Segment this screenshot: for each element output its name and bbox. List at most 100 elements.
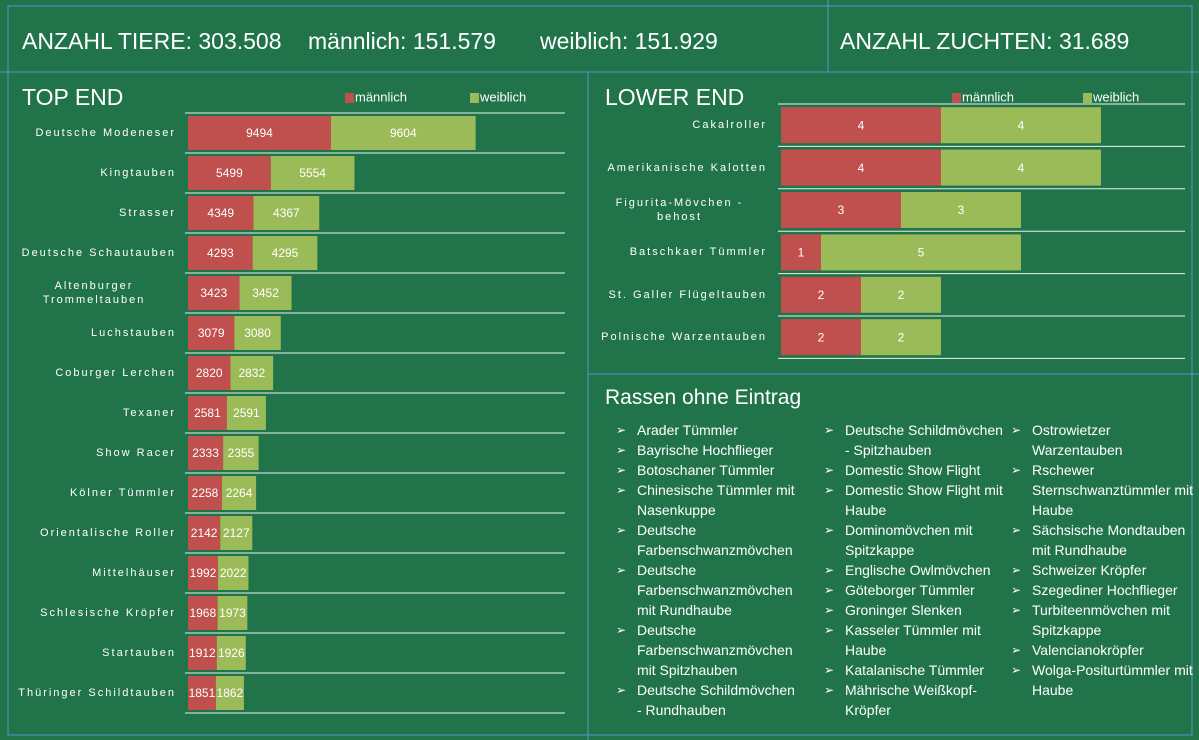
bar-segment bbox=[188, 436, 224, 470]
header-female: weiblich: 151.929 bbox=[540, 28, 718, 54]
category-label: Figurita-Mövchen - behost bbox=[592, 189, 767, 231]
category-label: Texaner bbox=[12, 393, 176, 433]
category-text: Batschkaer Tümmler bbox=[629, 246, 767, 259]
breed-item: Deutsche Farbenschwanzmövchen bbox=[610, 520, 800, 560]
bar-value-label: 9604 bbox=[390, 126, 417, 140]
bar-segment bbox=[188, 476, 223, 510]
bar-segment bbox=[188, 316, 235, 350]
bar-value-label: 1851 bbox=[189, 686, 216, 700]
bar-segment bbox=[188, 276, 240, 310]
category-text: St. Galler Flügeltauben bbox=[608, 288, 767, 301]
bar-value-label: 4293 bbox=[207, 246, 234, 260]
bar-segment bbox=[188, 116, 331, 150]
category-text: Texaner bbox=[122, 407, 176, 419]
chart-title: LOWER END bbox=[605, 84, 745, 110]
breed-item: Valencianokröpfer bbox=[1005, 640, 1195, 660]
breed-item: Ostrowietzer Warzentauben bbox=[1005, 420, 1195, 460]
header-total: ANZAHL TIERE: 303.508 bbox=[22, 28, 282, 54]
breed-item: Deutsche Farbenschwanzmövchen mit Rundha… bbox=[610, 560, 800, 620]
bar-segment bbox=[901, 192, 1021, 228]
breed-item: Domestic Show Flight bbox=[818, 460, 1008, 480]
list-title: Rassen ohne Eintrag bbox=[605, 386, 802, 409]
bar-value-label: 1926 bbox=[218, 646, 245, 660]
breed-item: Englische Owlmövchen bbox=[818, 560, 1008, 580]
bar-value-label: 2258 bbox=[192, 486, 219, 500]
bar-segment bbox=[216, 636, 246, 670]
breed-item: Dominomövchen mit Spitzkappe bbox=[818, 520, 1008, 560]
bar-segment bbox=[330, 116, 476, 150]
bar-segment bbox=[217, 596, 248, 630]
bar-segment bbox=[188, 196, 254, 230]
bar-segment bbox=[239, 276, 292, 310]
category-label: Schlesische Kröpfer bbox=[12, 593, 176, 633]
bar-value-label: 1973 bbox=[219, 606, 246, 620]
category-label: Altenburger Trommeltauben bbox=[12, 273, 176, 313]
legend-swatch bbox=[345, 93, 354, 103]
bar-value-label: 1992 bbox=[190, 566, 217, 580]
bar-value-label: 3080 bbox=[244, 326, 271, 340]
bar-value-label: 2832 bbox=[238, 366, 265, 380]
category-text: Kingtauben bbox=[100, 167, 176, 179]
legend-label: weiblich bbox=[1092, 89, 1139, 104]
category-label: Show Racer bbox=[12, 433, 176, 473]
category-text: Deutsche Schautauben bbox=[21, 247, 176, 259]
bar-segment bbox=[188, 396, 227, 430]
bar-segment bbox=[861, 319, 941, 356]
breed-item: Groninger Slenken bbox=[818, 600, 1008, 620]
legend-swatch bbox=[1083, 93, 1092, 103]
breed-item: Schweizer Kröpfer bbox=[1005, 560, 1195, 580]
bar-segment bbox=[781, 107, 941, 144]
breed-list-column: Arader TümmlerBayrische HochfliegerBotos… bbox=[610, 420, 800, 720]
bar-segment bbox=[188, 156, 271, 190]
bar-segment bbox=[188, 636, 217, 670]
bar-value-label: 4349 bbox=[207, 206, 234, 220]
bar-value-label: 2264 bbox=[226, 486, 253, 500]
bar-segment bbox=[188, 236, 253, 270]
category-label: Orientalische Roller bbox=[12, 513, 176, 553]
breed-item: Botoschaner Tümmler bbox=[610, 460, 800, 480]
breed-item: Arader Tümmler bbox=[610, 420, 800, 440]
bar-segment bbox=[781, 276, 861, 313]
header-male: männlich: 151.579 bbox=[308, 28, 496, 54]
category-label: Polnische Warzentauben bbox=[592, 316, 767, 358]
category-label: Strasser bbox=[12, 193, 176, 233]
legend-label: männlich bbox=[355, 89, 407, 104]
bar-value-label: 4367 bbox=[273, 206, 300, 220]
outer-border bbox=[7, 5, 1193, 736]
breed-item: Deutsche Schildmövchen - Spitzhauben bbox=[818, 420, 1008, 460]
bar-segment bbox=[188, 556, 218, 590]
chart-title: TOP END bbox=[22, 84, 124, 110]
category-text: Amerikanische Kalotten bbox=[607, 161, 767, 174]
bar-segment bbox=[781, 192, 901, 228]
bar-segment bbox=[252, 236, 318, 270]
legend-label: weiblich bbox=[479, 89, 526, 104]
bar-value-label: 4 bbox=[858, 118, 865, 132]
header-breedings: ANZAHL ZUCHTEN: 31.689 bbox=[840, 28, 1130, 54]
bar-value-label: 5499 bbox=[216, 166, 243, 180]
bar-segment bbox=[781, 234, 821, 271]
breed-item: Mährische Weißkopf-Kröpfer bbox=[818, 680, 1008, 720]
legend-swatch bbox=[470, 93, 479, 103]
category-label: Coburger Lerchen bbox=[12, 353, 176, 393]
bar-segment bbox=[821, 234, 1021, 271]
category-label: Mittelhäuser bbox=[12, 553, 176, 593]
bar-segment bbox=[188, 356, 231, 390]
bar-segment bbox=[220, 516, 253, 550]
bar-segment bbox=[188, 676, 216, 710]
bar-value-label: 1 bbox=[798, 246, 805, 260]
bar-segment bbox=[226, 396, 266, 430]
category-text: Coburger Lerchen bbox=[55, 367, 176, 379]
bar-segment bbox=[188, 596, 218, 630]
breed-list-column: Ostrowietzer WarzentaubenRschewer Sterns… bbox=[1005, 420, 1195, 700]
breed-item: Göteborger Tümmler bbox=[818, 580, 1008, 600]
breed-item: Wolga-Positurtümmler mit Haube bbox=[1005, 660, 1195, 700]
category-label: Startauben bbox=[12, 633, 176, 673]
category-text: Strasser bbox=[119, 207, 176, 219]
bar-value-label: 3452 bbox=[252, 286, 279, 300]
category-label: St. Galler Flügeltauben bbox=[592, 274, 767, 316]
category-label: Kölner Tümmler bbox=[12, 473, 176, 513]
